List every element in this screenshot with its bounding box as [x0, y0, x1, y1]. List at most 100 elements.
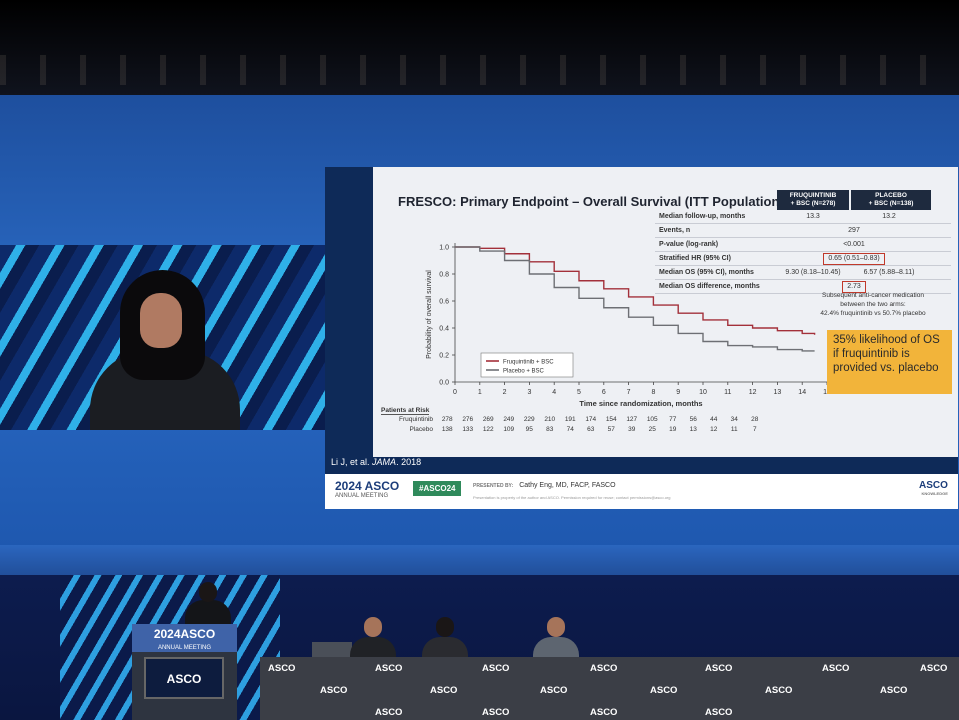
stats-row-follow-up: Median follow-up, months 13.3 13.2 [655, 210, 951, 224]
at-risk-count: 249 [503, 416, 515, 423]
subsequent-medication-note: Subsequent anti-cancer medication betwee… [820, 292, 926, 317]
at-risk-count: 83 [546, 426, 554, 433]
slide-disclaimer: Presentation is property of the author a… [473, 495, 671, 500]
stats-row-os-difference: Median OS difference, months 2.73 [655, 280, 951, 294]
at-risk-count: 95 [525, 426, 533, 433]
x-axis-label: Time since randomization, months [579, 399, 702, 408]
at-risk-count: 105 [646, 416, 658, 423]
fruquintinib-column-header: FRUQUINTINIB + BSC (N=278) [777, 190, 849, 210]
asco-knowledge-logo: ASCO KNOWLEDGE [919, 480, 948, 496]
at-risk-count: 210 [544, 416, 556, 423]
at-risk-count: 34 [730, 416, 738, 423]
stats-table-header: FRUQUINTINIB + BSC (N=278) PLACEBO + BSC… [655, 190, 951, 210]
stats-row-events: Events, n 297 [655, 224, 951, 238]
at-risk-count: 278 [441, 416, 453, 423]
at-risk-count: 154 [605, 416, 617, 423]
risk-row-fruquintinib: Fruquintinib 278 276 269 249 229 210 191 174 154… [381, 415, 765, 425]
slide-footer: 2024 ASCO ANNUAL MEETING #ASCO24 PRESENT… [325, 474, 958, 509]
at-risk-count: 191 [564, 416, 576, 423]
at-risk-count: 74 [566, 426, 574, 433]
slide-citation: Li J, et al. JAMA. 2018 [331, 457, 422, 467]
x-tick-label: 1 [478, 389, 482, 396]
at-risk-count: 229 [523, 416, 535, 423]
legend-label: Fruquintinib + BSC [503, 360, 554, 366]
x-tick-label: 6 [602, 389, 606, 396]
stats-row-median-os: Median OS (95% CI), months 9.30 (8.18–10… [655, 266, 951, 280]
at-risk-count: 13 [689, 426, 697, 433]
at-risk-count: 7 [752, 426, 757, 433]
table-asco-label: ASCO [822, 663, 850, 674]
at-risk-count: 138 [441, 426, 453, 433]
y-tick-label: 1.0 [439, 245, 449, 252]
slide-content: 0.00.20.40.60.81.00123456789101112131415… [373, 167, 958, 457]
x-tick-label: 11 [724, 389, 731, 396]
table-asco-label: ASCO [880, 685, 908, 696]
km-curve-placebo [455, 246, 815, 352]
hashtag-badge: #ASCO24 [413, 481, 462, 496]
stats-table: FRUQUINTINIB + BSC (N=278) PLACEBO + BSC… [655, 190, 951, 294]
table-asco-label: ASCO [482, 663, 510, 674]
x-tick-label: 9 [676, 389, 680, 396]
table-asco-label: ASCO [540, 685, 568, 696]
chart-legend [480, 352, 574, 378]
presentation-slide: 0.00.20.40.60.81.00123456789101112131415… [325, 167, 958, 509]
at-risk-count: 63 [587, 426, 595, 433]
hazard-ratio-highlight: 0.65 (0.51–0.83) [823, 253, 885, 265]
at-risk-count: 28 [751, 416, 759, 423]
km-survival-chart: 0.00.20.40.60.81.00123456789101112131415… [426, 243, 831, 408]
x-tick-label: 8 [651, 389, 655, 396]
x-tick-label: 3 [527, 389, 531, 396]
y-tick-label: 0.8 [439, 272, 449, 279]
at-risk-count: 133 [462, 426, 474, 433]
slide-title: FRESCO: Primary Endpoint – Overall Survi… [398, 194, 784, 209]
table-asco-label: ASCO [482, 707, 510, 718]
x-tick-label: 0 [453, 389, 457, 396]
presenter-credit: PRESENTED BY: Cathy Eng, MD, FACP, FASCO [473, 482, 616, 489]
y-tick-label: 0.6 [439, 299, 449, 306]
speaker-closeup [80, 265, 250, 430]
os-difference-highlight: 2.73 [842, 281, 866, 293]
x-tick-label: 4 [552, 389, 556, 396]
risk-row-placebo: Placebo 138 133 122 109 95 83 74 63 57 39 25 19 13 12… [381, 425, 765, 435]
at-risk-count: 276 [462, 416, 474, 423]
x-tick-label: 2 [503, 389, 507, 396]
at-risk-count: 174 [585, 416, 597, 423]
y-tick-label: 0.2 [439, 353, 449, 360]
x-tick-label: 12 [749, 389, 757, 396]
legend-label: Placebo + BSC [503, 369, 545, 375]
table-asco-label: ASCO [375, 707, 403, 718]
table-asco-label: ASCO [705, 663, 733, 674]
patients-at-risk-table: Patients at Risk Fruquintinib 278 276 269 2… [381, 407, 765, 435]
x-tick-label: 14 [798, 389, 806, 396]
table-asco-label: ASCO [590, 707, 618, 718]
at-risk-count: 122 [482, 426, 494, 433]
x-tick-label: 10 [699, 389, 707, 396]
table-asco-label: ASCO [705, 707, 733, 718]
table-asco-label: ASCO [268, 663, 296, 674]
at-risk-count: 269 [482, 416, 494, 423]
table-asco-label: ASCO [765, 685, 793, 696]
km-curve-fruquintinib [455, 246, 816, 335]
auditorium-ceiling [0, 0, 959, 110]
y-tick-label: 0.0 [439, 380, 449, 387]
table-asco-label: ASCO [650, 685, 678, 696]
callout-box: 35% likelihood of OS if fruquintinib is … [827, 330, 952, 394]
at-risk-count: 25 [648, 426, 656, 433]
stats-row-hazard-ratio: Stratified HR (95% CI) 0.65 (0.51–0.83) [655, 252, 951, 266]
laptop [312, 642, 352, 658]
at-risk-count: 77 [669, 416, 677, 423]
x-tick-label: 7 [627, 389, 631, 396]
screen-bottom-band [0, 545, 959, 575]
at-risk-count: 19 [669, 426, 677, 433]
y-axis-label: Probability of overall survival [426, 270, 433, 359]
asco-meeting-logo: 2024 ASCO ANNUAL MEETING [335, 479, 400, 499]
podium-monitor: ASCO [144, 657, 224, 699]
speaker-face [140, 293, 182, 348]
at-risk-count: 57 [607, 426, 615, 433]
table-asco-label: ASCO [430, 685, 458, 696]
x-tick-label: 5 [577, 389, 581, 396]
table-asco-label: ASCO [375, 663, 403, 674]
podium-sign: 2024ASCO ANNUAL MEETING [132, 624, 237, 652]
at-risk-count: 39 [628, 426, 636, 433]
at-risk-count: 12 [710, 426, 718, 433]
